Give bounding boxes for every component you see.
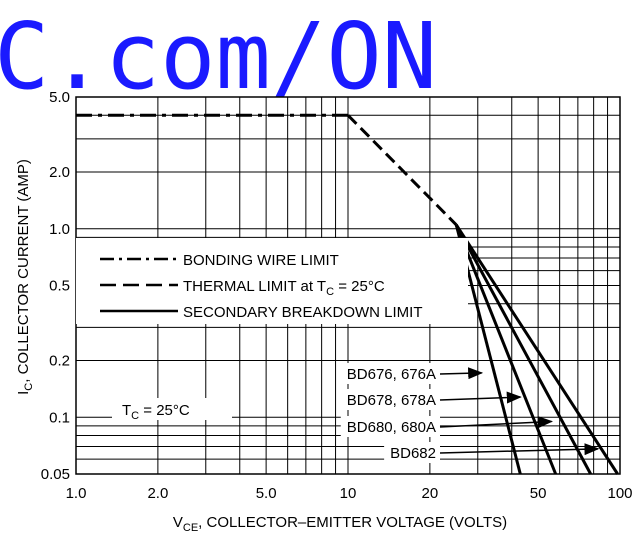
watermark-text: C.com/ON [0,3,437,110]
series-lines [76,113,619,475]
y-tick-label: 0.1 [49,409,70,426]
curve-label-3: BD680, 680A [347,419,436,436]
series-line-2 [346,114,458,226]
tc-note: TC = 25°C [122,402,190,422]
legend-label-bonding: BONDING WIRE LIMIT [183,252,339,269]
y-tick-label: 1.0 [49,221,70,238]
curve-label-bg [340,389,440,410]
curve-label-1: BD676, 676A [347,366,436,383]
series-line-6 [454,223,619,475]
x-tick-label: 2.0 [147,485,168,502]
curve-label-arrow-2 [439,391,522,404]
series-line-5 [454,224,592,475]
legend: BONDING WIRE LIMIT THERMAL LIMIT at TC =… [76,238,468,324]
curve-label-bg [384,442,440,463]
curve-label-bg [340,416,440,437]
y-tick-label: 0.05 [41,466,70,483]
curve-labels: BD676, 676A BD678, 678A BD680, 680A BD682 [340,363,600,463]
y-axis-title: IC, COLLECTOR CURRENT (AMP) [15,159,35,395]
legend-box [76,238,468,324]
x-axis-title: VCE, COLLECTOR–EMITTER VOLTAGE (VOLTS) [173,514,507,534]
legend-label-secondary: SECONDARY BREAKDOWN LIMIT [183,304,423,321]
series-line-4 [454,224,558,475]
x-tick-label: 10 [340,485,357,502]
y-tick-label: 5.0 [49,89,70,106]
curve-label-4: BD682 [390,445,436,462]
x-tick-label: 20 [422,485,439,502]
x-tick-label: 100 [607,485,632,502]
curve-label-bg [340,363,440,384]
curve-label-arrow-3 [439,416,554,429]
y-tick-label: 0.5 [49,278,70,295]
y-tick-label: 0.2 [49,353,70,370]
legend-label-thermal: THERMAL LIMIT at TC = 25°C [183,278,385,298]
x-tick-label: 5.0 [256,485,277,502]
tick-labels: 1.0 2.0 5.0 10 20 50 100 0.05 0.1 0.2 0.5 1.0 2.0 5.0 [41,89,633,502]
y-tick-label: 2.0 [49,164,70,181]
curve-label-2: BD678, 678A [347,392,436,409]
tc-note-box [112,398,232,420]
curve-label-arrow-4 [439,443,600,456]
curve-label-arrow-1 [439,367,484,380]
x-tick-label: 1.0 [66,485,87,502]
x-tick-label: 50 [530,485,547,502]
